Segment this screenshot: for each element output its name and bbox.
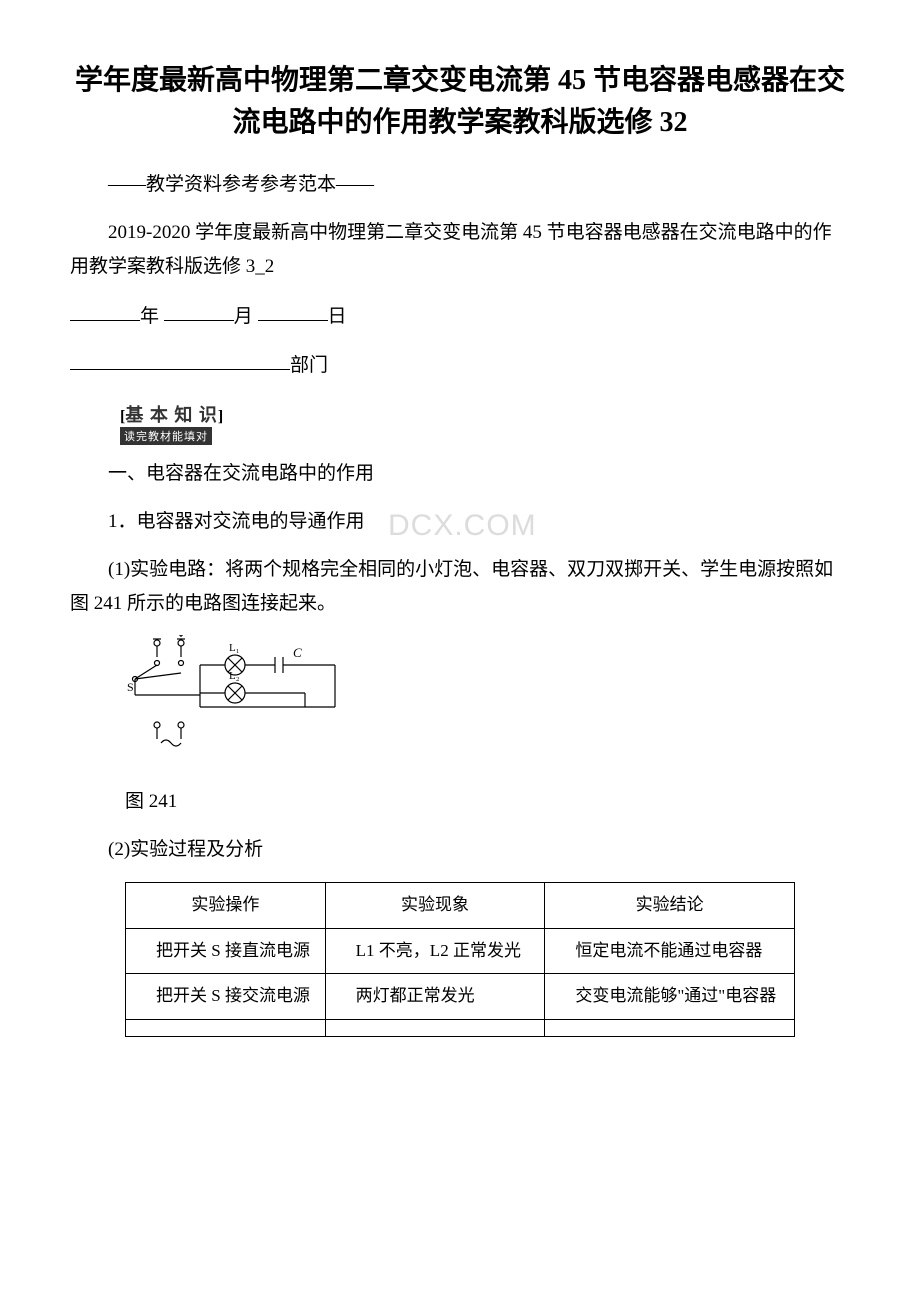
lamp-l2-label: L₂ — [229, 670, 240, 682]
cell-ph-3 — [325, 1020, 545, 1037]
section-1-sub-1: 1．电容器对交流电的导通作用 DCX.COM — [70, 505, 850, 539]
year-blank — [70, 299, 140, 322]
cell-op-2: 把开关 S 接交流电源 — [126, 974, 326, 1020]
knowledge-badge: [基 本 知 识] 读完教材能填对 — [120, 401, 850, 445]
cell-ph-1: L1 不亮，L2 正常发光 — [325, 928, 545, 974]
month-blank — [164, 299, 234, 322]
dept-line: 部门 — [70, 348, 850, 383]
circuit-diagram: S L₁ C — [125, 635, 850, 775]
th-conclusion: 实验结论 — [545, 882, 795, 928]
experiment-table: 实验操作 实验现象 实验结论 把开关 S 接直流电源 L1 不亮，L2 正常发光… — [125, 882, 795, 1038]
cell-op-3 — [126, 1020, 326, 1037]
table-header-row: 实验操作 实验现象 实验结论 — [126, 882, 795, 928]
day-label: 日 — [328, 305, 347, 326]
badge-title: 基 本 知 识 — [125, 405, 218, 425]
page-title: 学年度最新高中物理第二章交变电流第 45 节电容器电感器在交流电路中的作用教学案… — [70, 60, 850, 144]
switch-label: S — [127, 680, 134, 694]
dept-label: 部门 — [290, 354, 328, 375]
year-label: 年 — [140, 305, 159, 326]
table-row — [126, 1020, 795, 1037]
subtitle-prefix: ——教学资料参考参考范本—— — [70, 168, 850, 202]
cell-co-2: 交变电流能够"通过"电容器 — [545, 974, 795, 1020]
cell-ph-2: 两灯都正常发光 — [325, 974, 545, 1020]
dept-blank — [70, 348, 290, 371]
intro-paragraph: 2019-2020 学年度最新高中物理第二章交变电流第 45 节电容器电感器在交… — [70, 216, 850, 284]
day-blank — [258, 299, 328, 322]
th-operation: 实验操作 — [126, 882, 326, 928]
capacitor-label: C — [293, 645, 302, 660]
section-1-heading: 一、电容器在交流电路中的作用 — [70, 457, 850, 491]
section-1-p2: (2)实验过程及分析 — [70, 833, 850, 867]
table-row: 把开关 S 接直流电源 L1 不亮，L2 正常发光 恒定电流不能通过电容器 — [126, 928, 795, 974]
th-phenomenon: 实验现象 — [325, 882, 545, 928]
table-row: 把开关 S 接交流电源 两灯都正常发光 交变电流能够"通过"电容器 — [126, 974, 795, 1020]
section-1-p1: (1)实验电路：将两个规格完全相同的小灯泡、电容器、双刀双掷开关、学生电源按照如… — [70, 553, 850, 621]
figure-label: 图 241 — [125, 785, 850, 819]
date-line: 年 月 日 — [70, 299, 850, 334]
bracket-right-icon: ] — [218, 408, 223, 425]
lamp-l1-label: L₁ — [229, 642, 240, 654]
cell-co-1: 恒定电流不能通过电容器 — [545, 928, 795, 974]
watermark-text: DCX.COM — [350, 499, 537, 553]
badge-subtitle: 读完教材能填对 — [120, 427, 212, 445]
badge-top-row: [基 本 知 识] — [120, 401, 850, 427]
cell-op-1: 把开关 S 接直流电源 — [126, 928, 326, 974]
month-label: 月 — [234, 305, 253, 326]
cell-co-3 — [545, 1020, 795, 1037]
sub1-text: 1．电容器对交流电的导通作用 — [108, 511, 365, 532]
